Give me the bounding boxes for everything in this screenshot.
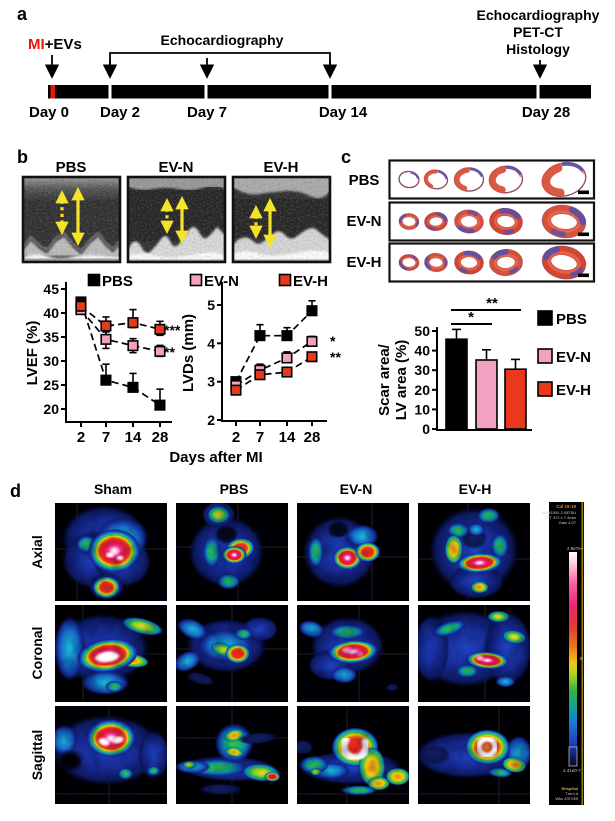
svg-text:10: 10 bbox=[414, 401, 430, 417]
svg-text:Tmr:Ld: Tmr:Ld bbox=[565, 791, 578, 796]
svg-text:50: 50 bbox=[414, 323, 430, 339]
svg-text:2.41e0-7: 2.41e0-7 bbox=[563, 768, 581, 773]
svg-text:4: 4 bbox=[207, 335, 215, 351]
svg-text:MI+EVs: MI+EVs bbox=[28, 36, 82, 53]
svg-text:Day 7: Day 7 bbox=[187, 104, 227, 121]
svg-text:LVEF (%): LVEF (%) bbox=[24, 321, 41, 386]
svg-text:Sagittal: Sagittal bbox=[29, 730, 45, 781]
svg-text:2.8e7e+: 2.8e7e+ bbox=[567, 546, 584, 551]
svg-text:***: *** bbox=[164, 322, 181, 338]
svg-text:PET-CT: PET-CT bbox=[513, 24, 563, 40]
svg-text:PBS: PBS bbox=[56, 159, 87, 176]
svg-text:c: c bbox=[341, 147, 351, 167]
svg-text:Coronal: Coronal bbox=[29, 627, 45, 680]
svg-text:**: ** bbox=[330, 349, 341, 365]
svg-text:Echocardiography: Echocardiography bbox=[161, 32, 284, 48]
svg-text:3: 3 bbox=[207, 374, 215, 390]
svg-text:EV-H: EV-H bbox=[556, 382, 591, 399]
svg-text:Day 28: Day 28 bbox=[522, 104, 570, 121]
svg-text:14: 14 bbox=[125, 429, 142, 446]
svg-text:PBS: PBS bbox=[556, 311, 587, 328]
svg-text:40: 40 bbox=[414, 343, 430, 359]
svg-text:5: 5 bbox=[207, 297, 215, 313]
svg-text:Days after MI: Days after MI bbox=[169, 449, 262, 466]
svg-text:Histology: Histology bbox=[506, 41, 570, 57]
svg-text:Day 2: Day 2 bbox=[100, 104, 140, 121]
svg-text:20: 20 bbox=[43, 401, 59, 417]
svg-text:3069/139L 2.08T6U: 3069/139L 2.08T6U bbox=[541, 510, 576, 515]
svg-text:e: e bbox=[580, 656, 583, 662]
svg-text:30: 30 bbox=[43, 353, 59, 369]
svg-text:**: ** bbox=[164, 344, 175, 360]
svg-text:LVDs (mm): LVDs (mm) bbox=[180, 314, 197, 392]
svg-text:EV-H: EV-H bbox=[459, 481, 492, 497]
svg-text:28: 28 bbox=[304, 429, 321, 446]
svg-text:Sham: Sham bbox=[94, 481, 132, 497]
svg-text:7: 7 bbox=[102, 429, 110, 446]
svg-text:30: 30 bbox=[414, 362, 430, 378]
svg-text:d: d bbox=[10, 481, 21, 501]
svg-text:b: b bbox=[17, 147, 28, 167]
svg-text:Gain 4.07: Gain 4.07 bbox=[559, 520, 577, 525]
svg-text:45: 45 bbox=[43, 281, 59, 297]
svg-text:25: 25 bbox=[43, 377, 59, 393]
svg-text:PBS: PBS bbox=[102, 273, 133, 290]
svg-text:14: 14 bbox=[279, 429, 296, 446]
svg-text:EV-H: EV-H bbox=[346, 254, 381, 271]
svg-text:35: 35 bbox=[43, 329, 59, 345]
svg-text:2: 2 bbox=[207, 412, 215, 428]
svg-text:0: 0 bbox=[422, 421, 430, 437]
svg-text:EV-H: EV-H bbox=[293, 273, 328, 290]
svg-text:Scar area/: Scar area/ bbox=[376, 343, 393, 416]
svg-text:LV area (%): LV area (%) bbox=[393, 340, 410, 421]
svg-text:20: 20 bbox=[414, 382, 430, 398]
svg-text:40: 40 bbox=[43, 305, 59, 321]
svg-text:PBS: PBS bbox=[220, 481, 249, 497]
svg-text:RespGat: RespGat bbox=[562, 786, 579, 791]
svg-text:7: 7 bbox=[256, 429, 264, 446]
svg-text:2: 2 bbox=[232, 429, 240, 446]
svg-text:EV-N: EV-N bbox=[340, 481, 373, 497]
svg-text:2: 2 bbox=[77, 429, 85, 446]
svg-text:*: * bbox=[468, 309, 474, 326]
svg-text:Day 14: Day 14 bbox=[319, 104, 368, 121]
svg-text:EV-N: EV-N bbox=[204, 273, 239, 290]
svg-text:Axial: Axial bbox=[29, 535, 45, 568]
svg-text:EV-H: EV-H bbox=[263, 159, 298, 176]
svg-text:EV-N: EV-N bbox=[346, 213, 381, 230]
svg-text:a: a bbox=[17, 4, 28, 24]
svg-text:Day 0: Day 0 bbox=[29, 104, 69, 121]
svg-text:Wks 43T/GB: Wks 43T/GB bbox=[555, 796, 578, 801]
svg-text:Cal 19-19: Cal 19-19 bbox=[556, 504, 576, 509]
svg-text:**: ** bbox=[486, 295, 498, 312]
svg-text:PBS: PBS bbox=[349, 172, 380, 189]
svg-text:EV-N: EV-N bbox=[556, 349, 591, 366]
svg-text:Echocardiography: Echocardiography bbox=[477, 7, 600, 23]
svg-text:EV-N: EV-N bbox=[158, 159, 193, 176]
svg-text:28: 28 bbox=[152, 429, 169, 446]
svg-text:TST 372 x 7.4mm: TST 372 x 7.4mm bbox=[544, 515, 576, 520]
svg-text:*: * bbox=[330, 333, 336, 349]
